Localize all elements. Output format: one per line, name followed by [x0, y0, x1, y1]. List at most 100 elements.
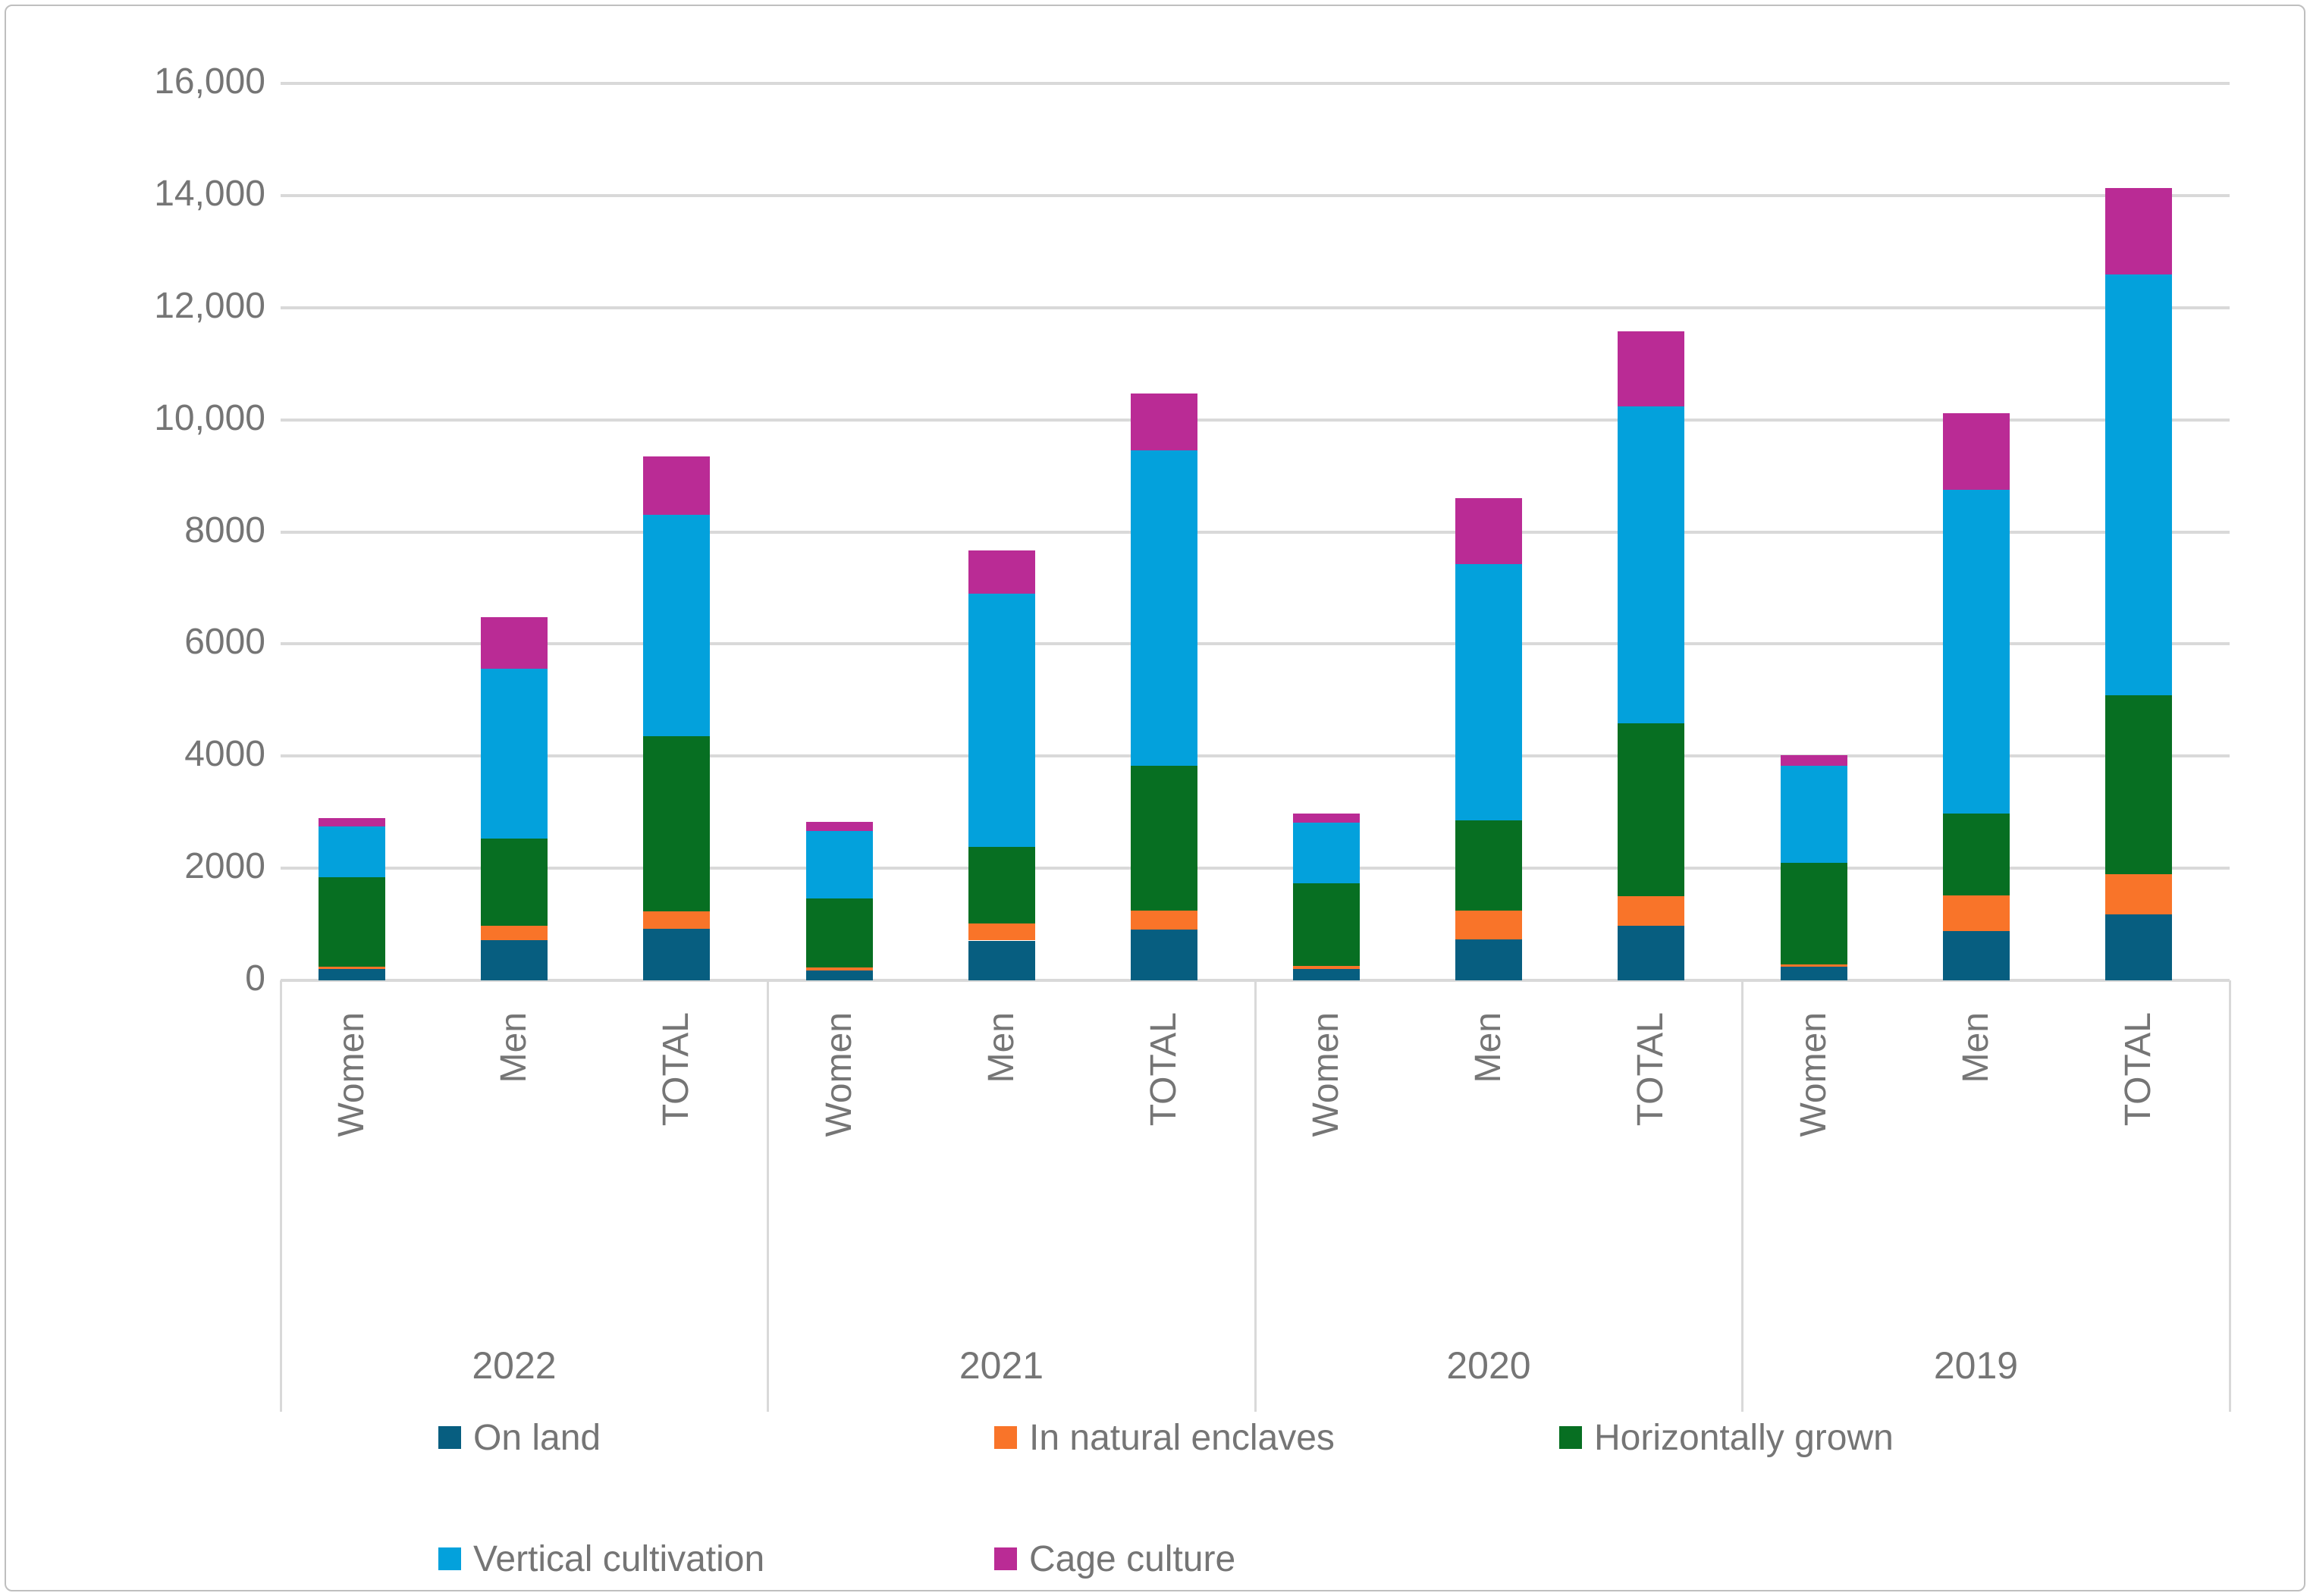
gridline [281, 867, 2230, 870]
bar-segment[interactable] [1780, 754, 1847, 766]
bar-segment[interactable] [1942, 412, 2010, 491]
y-axis-tick-label: 6000 [184, 622, 265, 663]
y-axis-tick-label: 2000 [184, 846, 265, 887]
bar-segment[interactable] [1780, 862, 1847, 964]
bar-segment[interactable] [1455, 498, 1522, 565]
bar-segment[interactable] [643, 735, 710, 912]
bar-segment[interactable] [968, 550, 1035, 594]
bar-segment[interactable] [805, 830, 873, 899]
bar-segment[interactable] [481, 668, 548, 839]
category-label: Women [1306, 1012, 1346, 1137]
bar-segment[interactable] [805, 898, 873, 968]
bar-segment[interactable] [319, 969, 385, 980]
bar-segment[interactable] [1130, 765, 1197, 911]
bar-segment[interactable] [1130, 393, 1197, 450]
bar-segment[interactable] [805, 967, 873, 970]
legend-label: In natural enclaves [1029, 1417, 1335, 1458]
bar-segment[interactable] [643, 911, 710, 929]
bar-segment[interactable] [481, 616, 548, 669]
bar-segment[interactable] [968, 593, 1035, 848]
legend-swatch [438, 1547, 461, 1570]
group-separator [2228, 980, 2231, 1412]
bar-segment[interactable] [1130, 910, 1197, 930]
bar-segment[interactable] [1780, 964, 1847, 967]
category-label: Women [331, 1012, 372, 1137]
category-label: TOTAL [656, 1012, 696, 1127]
bar-segment[interactable] [805, 822, 873, 831]
bar-segment[interactable] [968, 923, 1035, 941]
y-axis-tick-label: 12,000 [154, 285, 265, 326]
bar-segment[interactable] [1942, 814, 2010, 896]
bar-segment[interactable] [968, 847, 1035, 924]
category-label: Women [818, 1012, 859, 1137]
bar-segment[interactable] [1942, 930, 2010, 980]
bar-segment[interactable] [2104, 695, 2172, 875]
bar-segment[interactable] [481, 838, 548, 926]
bar-segment[interactable] [1618, 406, 1684, 723]
bar-segment[interactable] [1618, 896, 1684, 926]
bar-segment[interactable] [2104, 187, 2172, 275]
legend-swatch [994, 1426, 1017, 1449]
bar-segment[interactable] [1618, 331, 1684, 406]
year-label: 2020 [1446, 1344, 1531, 1387]
bar-segment[interactable] [319, 876, 385, 967]
legend-swatch [994, 1547, 1017, 1570]
y-axis-tick-label: 4000 [184, 734, 265, 775]
legend-item-on-land[interactable]: On land [438, 1416, 601, 1459]
bar-segment[interactable] [2104, 874, 2172, 914]
bar-segment[interactable] [643, 515, 710, 736]
group-separator [279, 980, 282, 1412]
bar-segment[interactable] [1455, 939, 1522, 980]
legend-item-horizontally-grown[interactable]: Horizontally grown [1559, 1416, 1894, 1459]
year-label: 2022 [472, 1344, 557, 1387]
bar-segment[interactable] [1618, 925, 1684, 980]
legend-label: Cage culture [1029, 1538, 1236, 1579]
gridline [281, 418, 2230, 422]
legend-swatch [438, 1426, 461, 1449]
bar-segment[interactable] [2104, 914, 2172, 980]
year-label: 2019 [1933, 1344, 2019, 1387]
legend-item-in-natural-enclaves[interactable]: In natural enclaves [994, 1416, 1335, 1459]
gridline [281, 530, 2230, 534]
gridline [281, 642, 2230, 646]
category-label: TOTAL [1143, 1012, 1184, 1127]
group-separator [1741, 980, 1743, 1412]
gridline [281, 193, 2230, 197]
bar-segment[interactable] [1780, 966, 1847, 980]
bar-segment[interactable] [1130, 450, 1197, 766]
category-label: Women [1793, 1012, 1834, 1137]
bar-segment[interactable] [1455, 910, 1522, 940]
bar-segment[interactable] [1618, 723, 1684, 897]
bar-segment[interactable] [643, 456, 710, 516]
bar-segment[interactable] [319, 826, 385, 877]
bar-segment[interactable] [1293, 969, 1360, 980]
bar-segment[interactable] [319, 818, 385, 827]
bar-segment[interactable] [2104, 274, 2172, 696]
category-label: TOTAL [1630, 1012, 1671, 1127]
legend-label: On land [473, 1417, 601, 1458]
bar-segment[interactable] [1130, 929, 1197, 980]
bar-segment[interactable] [805, 970, 873, 980]
y-axis-tick-label: 0 [245, 958, 265, 999]
bar-segment[interactable] [1942, 895, 2010, 931]
bar-segment[interactable] [1293, 965, 1360, 970]
legend-item-vertical-cultivation[interactable]: Vertical cultivation [438, 1538, 764, 1580]
bar-segment[interactable] [1293, 814, 1360, 823]
legend-item-cage-culture[interactable]: Cage culture [994, 1538, 1235, 1580]
bar-segment[interactable] [1780, 765, 1847, 863]
y-axis-tick-label: 8000 [184, 510, 265, 550]
bar-segment[interactable] [968, 940, 1035, 980]
bar-segment[interactable] [481, 939, 548, 980]
bar-segment[interactable] [481, 925, 548, 940]
bar-segment[interactable] [1293, 823, 1360, 884]
bar-segment[interactable] [643, 928, 710, 980]
bar-segment[interactable] [319, 966, 385, 970]
group-separator [1254, 980, 1257, 1412]
gridline [281, 754, 2230, 758]
bar-segment[interactable] [1293, 883, 1360, 966]
bar-segment[interactable] [1455, 820, 1522, 911]
y-axis-tick-label: 16,000 [154, 61, 265, 102]
bar-segment[interactable] [1942, 490, 2010, 814]
bar-segment[interactable] [1455, 564, 1522, 820]
